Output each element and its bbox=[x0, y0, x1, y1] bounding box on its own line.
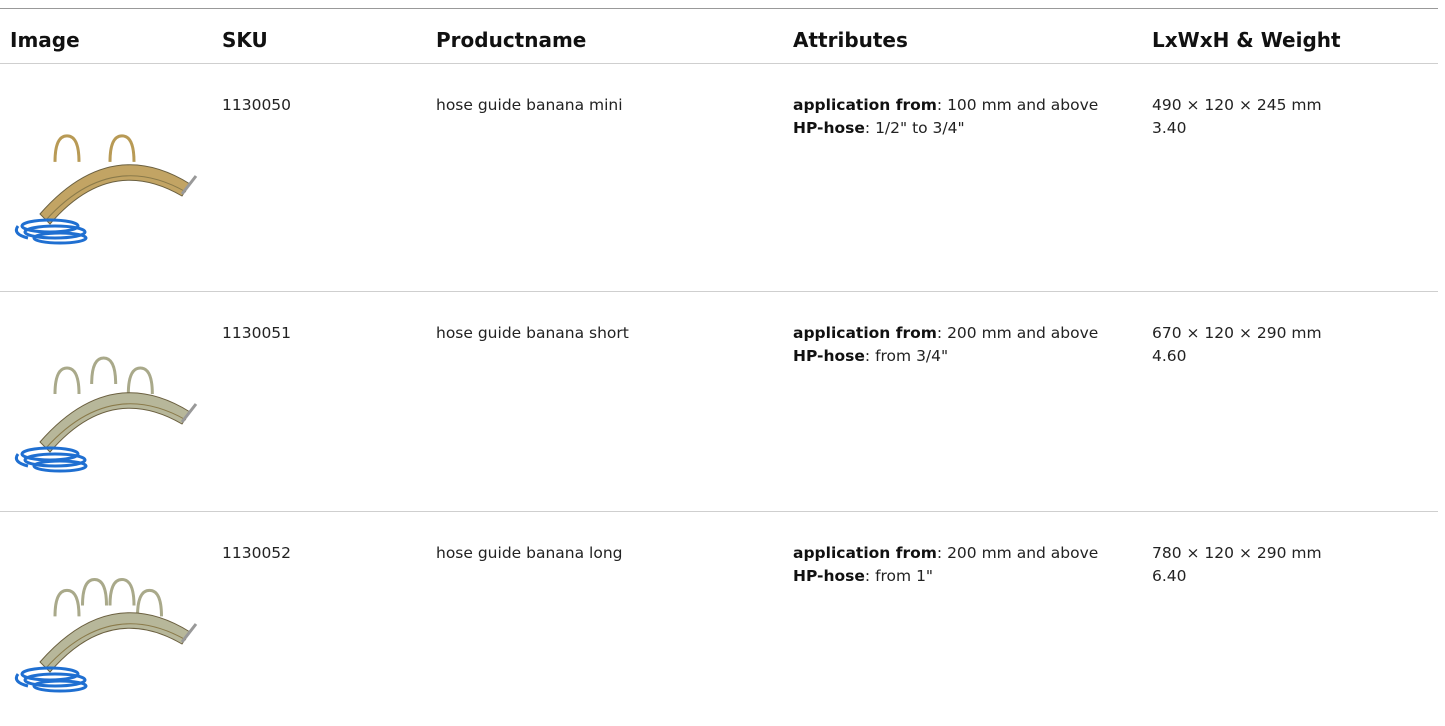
product-name: hose guide banana long bbox=[436, 544, 623, 562]
dimensions-weight: 780 × 120 × 290 mm 6.40 bbox=[1152, 542, 1322, 588]
attribute-label: HP-hose bbox=[793, 119, 865, 137]
attribute-label: application from bbox=[793, 544, 937, 562]
attribute-value: : 1/2" to 3/4" bbox=[864, 119, 965, 137]
column-header: Image bbox=[10, 28, 80, 52]
column-header: SKU bbox=[222, 28, 268, 52]
column-header: LxWxH & Weight bbox=[1152, 28, 1341, 52]
sku: 1130050 bbox=[222, 96, 292, 114]
attribute-label: HP-hose bbox=[793, 567, 865, 585]
attribute-value: : 200 mm and above bbox=[936, 324, 1099, 342]
attribute-value: : from 3/4" bbox=[864, 347, 949, 365]
product-image bbox=[14, 134, 198, 245]
attributes: application from: 100 mm and above HP-hos… bbox=[793, 94, 1103, 140]
attribute-value: : 200 mm and above bbox=[936, 544, 1099, 562]
attribute-label: application from bbox=[793, 324, 937, 342]
dimensions: 490 × 120 × 245 mm bbox=[1152, 96, 1322, 114]
attribute: application from: 100 mm and above bbox=[793, 94, 1103, 117]
product-name: hose guide banana short bbox=[436, 324, 629, 342]
row-border bbox=[0, 291, 1438, 292]
table-border bbox=[0, 8, 1438, 9]
attributes: application from: 200 mm and above HP-hos… bbox=[793, 542, 1103, 588]
product-image bbox=[14, 356, 198, 473]
dimensions: 780 × 120 × 290 mm bbox=[1152, 544, 1322, 562]
attribute-value: : from 1" bbox=[864, 567, 934, 585]
product-image bbox=[14, 578, 198, 693]
dimensions: 670 × 120 × 290 mm bbox=[1152, 324, 1322, 342]
column-header: Productname bbox=[436, 28, 587, 52]
attribute: application from: 200 mm and above bbox=[793, 542, 1103, 565]
column-header: Attributes bbox=[793, 28, 908, 52]
attributes: application from: 200 mm and above HP-hos… bbox=[793, 322, 1103, 368]
attribute: HP-hose: 1/2" to 3/4" bbox=[793, 117, 1103, 140]
sku: 1130052 bbox=[222, 544, 292, 562]
dimensions-weight: 490 × 120 × 245 mm 3.40 bbox=[1152, 94, 1322, 140]
attribute-label: application from bbox=[793, 96, 937, 114]
product-name: hose guide banana mini bbox=[436, 96, 623, 114]
attribute: HP-hose: from 3/4" bbox=[793, 345, 1103, 368]
weight: 3.40 bbox=[1152, 119, 1187, 137]
attribute-label: HP-hose bbox=[793, 347, 865, 365]
weight: 4.60 bbox=[1152, 347, 1187, 365]
attribute: application from: 200 mm and above bbox=[793, 322, 1103, 345]
dimensions-weight: 670 × 120 × 290 mm 4.60 bbox=[1152, 322, 1322, 368]
row-border bbox=[0, 511, 1438, 512]
header-border bbox=[0, 63, 1438, 64]
attribute: HP-hose: from 1" bbox=[793, 565, 1103, 588]
sku: 1130051 bbox=[222, 324, 292, 342]
attribute-value: : 100 mm and above bbox=[936, 96, 1099, 114]
weight: 6.40 bbox=[1152, 567, 1187, 585]
